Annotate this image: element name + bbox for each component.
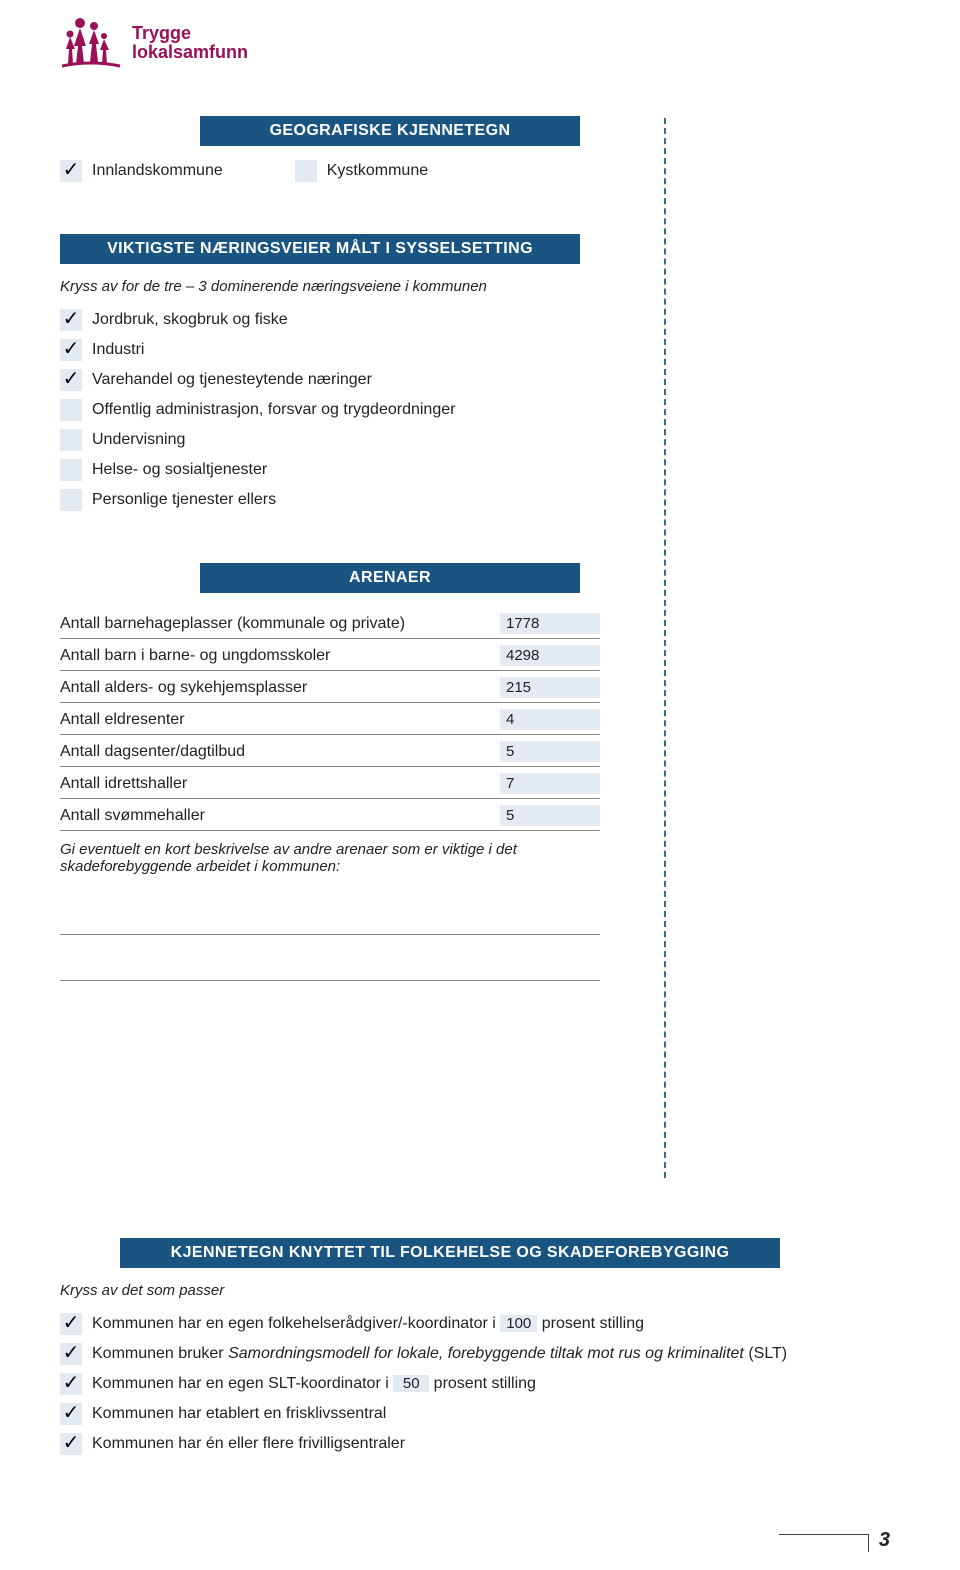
section-title-naering: VIKTIGSTE NÆRINGSVEIER MÅLT I SYSSELSETT…: [60, 234, 580, 264]
inline-value[interactable]: 100: [500, 1315, 537, 1332]
option-label: Jordbruk, skogbruk og fiske: [92, 311, 288, 329]
row-label: Antall dagsenter/dagtilbud: [60, 743, 484, 761]
table-row: Antall alders- og sykehjemsplasser 215: [60, 671, 600, 703]
folkehelse-row: ✓ Kommunen har en egen folkehelserådgiver…: [60, 1313, 880, 1335]
checkbox-naering-4[interactable]: [60, 429, 82, 451]
checkbox-kystkommune[interactable]: [295, 160, 317, 182]
vertical-divider: [664, 118, 676, 1178]
checkbox-folkehelse-4[interactable]: ✓: [60, 1433, 82, 1455]
table-row: Antall barn i barne- og ungdomsskoler 429…: [60, 639, 600, 671]
section-title-folkehelse: KJENNETEGN KNYTTET TIL FOLKEHELSE OG SKA…: [120, 1238, 780, 1268]
option-label: Helse- og sosialtjenester: [92, 461, 267, 479]
folkehelse-row: ✓ Kommunen har etablert en frisklivssentr…: [60, 1403, 880, 1425]
option-row: ✓ Jordbruk, skogbruk og fiske: [60, 309, 640, 331]
option-label: Industri: [92, 341, 144, 359]
checkbox-folkehelse-0[interactable]: ✓: [60, 1313, 82, 1335]
check-icon: ✓: [63, 1343, 80, 1363]
row-value[interactable]: 7: [500, 773, 600, 794]
option-text: Kommunen bruker Samordningsmodell for lo…: [92, 1345, 787, 1363]
check-icon: ✓: [63, 1403, 80, 1423]
check-icon: ✓: [63, 160, 80, 180]
option-row: Personlige tjenester ellers: [60, 489, 640, 511]
checkbox-innlandskommune[interactable]: ✓: [60, 160, 82, 182]
option-text: Kommunen har en egen SLT-koordinator i 5…: [92, 1375, 536, 1393]
check-icon: ✓: [63, 369, 80, 389]
arenaer-table: Antall barnehageplasser (kommunale og pr…: [60, 607, 600, 831]
row-label: Antall idrettshaller: [60, 775, 484, 793]
table-row: Antall idrettshaller 7: [60, 767, 600, 799]
checkbox-naering-1[interactable]: ✓: [60, 339, 82, 361]
check-icon: ✓: [63, 309, 80, 329]
blank-input-line[interactable]: [60, 935, 600, 981]
row-value[interactable]: 5: [500, 805, 600, 826]
checkbox-naering-6[interactable]: [60, 489, 82, 511]
option-text: Kommunen har en egen folkehelserådgiver/…: [92, 1315, 644, 1333]
checkbox-naering-0[interactable]: ✓: [60, 309, 82, 331]
option-row: ✓ Industri: [60, 339, 640, 361]
check-icon: ✓: [63, 339, 80, 359]
option-label: Personlige tjenester ellers: [92, 491, 276, 509]
folkehelse-row: ✓ Kommunen har én eller flere frivilligse…: [60, 1433, 880, 1455]
table-row: Antall dagsenter/dagtilbud 5: [60, 735, 600, 767]
option-row: ✓ Varehandel og tjenesteytende næringer: [60, 369, 640, 391]
folkehelse-row: ✓ Kommunen har en egen SLT-koordinator i …: [60, 1373, 880, 1395]
checkbox-naering-3[interactable]: [60, 399, 82, 421]
check-icon: ✓: [63, 1433, 80, 1453]
folkehelse-subtitle: Kryss av det som passer: [60, 1282, 880, 1299]
checkbox-naering-5[interactable]: [60, 459, 82, 481]
row-value[interactable]: 4298: [500, 645, 600, 666]
option-row: Offentlig administrasjon, forsvar og try…: [60, 399, 640, 421]
option-row: Helse- og sosialtjenester: [60, 459, 640, 481]
checkbox-folkehelse-1[interactable]: ✓: [60, 1343, 82, 1365]
section-title-geo: GEOGRAFISKE KJENNETEGN: [200, 116, 580, 146]
row-value[interactable]: 4: [500, 709, 600, 730]
option-label: Kystkommune: [327, 162, 428, 180]
table-row: Antall svømmehaller 5: [60, 799, 600, 831]
checkbox-folkehelse-2[interactable]: ✓: [60, 1373, 82, 1395]
checkbox-naering-2[interactable]: ✓: [60, 369, 82, 391]
naering-subtitle: Kryss av for de tre – 3 dominerende næri…: [60, 278, 640, 295]
row-label: Antall svømmehaller: [60, 807, 484, 825]
check-icon: ✓: [63, 1313, 80, 1333]
option-text: Kommunen har etablert en frisklivssentra…: [92, 1405, 386, 1423]
row-value[interactable]: 5: [500, 741, 600, 762]
logo-text-2: lokalsamfunn: [132, 43, 248, 62]
option-row: Undervisning: [60, 429, 640, 451]
row-value[interactable]: 1778: [500, 613, 600, 634]
option-label: Undervisning: [92, 431, 185, 449]
check-icon: ✓: [63, 1373, 80, 1393]
row-value[interactable]: 215: [500, 677, 600, 698]
inline-value[interactable]: 50: [393, 1375, 429, 1392]
page-number: 3: [779, 1529, 890, 1552]
arenaer-note: Gi eventuelt en kort beskrivelse av andr…: [60, 841, 600, 875]
checkbox-folkehelse-3[interactable]: ✓: [60, 1403, 82, 1425]
table-row: Antall barnehageplasser (kommunale og pr…: [60, 607, 600, 639]
table-row: Antall eldresenter 4: [60, 703, 600, 735]
option-label: Offentlig administrasjon, forsvar og try…: [92, 401, 455, 419]
option-label: Innlandskommune: [92, 162, 223, 180]
blank-input-line[interactable]: [60, 889, 600, 935]
option-text: Kommunen har én eller flere frivilligsen…: [92, 1435, 405, 1453]
geo-options-row: ✓ Innlandskommune Kystkommune: [60, 160, 640, 182]
row-label: Antall alders- og sykehjemsplasser: [60, 679, 484, 697]
row-label: Antall barnehageplasser (kommunale og pr…: [60, 615, 484, 633]
row-label: Antall eldresenter: [60, 711, 484, 729]
logo-text-1: Trygge: [132, 24, 248, 43]
italic-segment: Samordningsmodell for lokale, forebyggen…: [228, 1345, 744, 1362]
section-title-arenaer: ARENAER: [200, 563, 580, 593]
row-label: Antall barn i barne- og ungdomsskoler: [60, 647, 484, 665]
logo: Trygge lokalsamfunn: [60, 16, 880, 70]
logo-icon: [60, 16, 122, 70]
option-label: Varehandel og tjenesteytende næringer: [92, 371, 372, 389]
folkehelse-row: ✓ Kommunen bruker Samordningsmodell for l…: [60, 1343, 880, 1365]
